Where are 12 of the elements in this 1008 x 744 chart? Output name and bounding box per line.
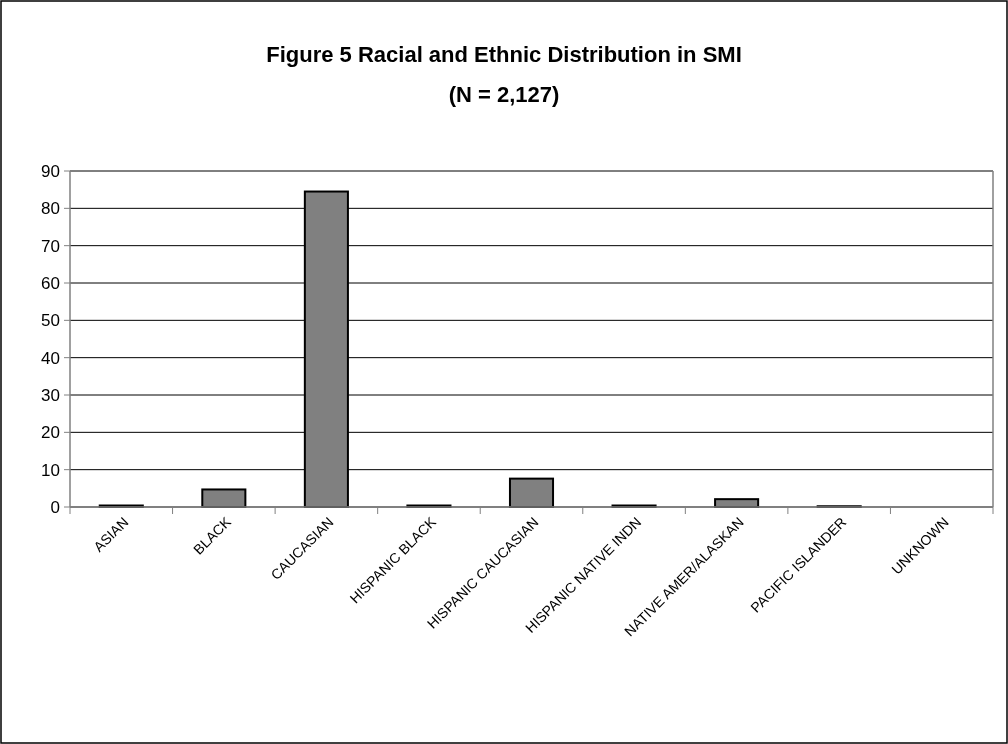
y-tick-label: 30 [41, 385, 60, 405]
y-tick-label: 40 [41, 348, 60, 368]
y-tick-label: 90 [41, 161, 60, 181]
chart-subtitle: (N = 2,127) [448, 82, 560, 107]
y-tick-label: 20 [41, 423, 60, 443]
chart-title: Figure 5 Racial and Ethnic Distribution in SMI [266, 42, 742, 67]
y-tick-label: 0 [50, 497, 60, 517]
y-tick-label: 60 [41, 273, 60, 293]
y-tick-label: 50 [41, 311, 60, 331]
y-tick-label: 70 [41, 236, 60, 256]
y-tick-label: 80 [41, 199, 60, 219]
y-tick-label: 10 [41, 460, 60, 480]
